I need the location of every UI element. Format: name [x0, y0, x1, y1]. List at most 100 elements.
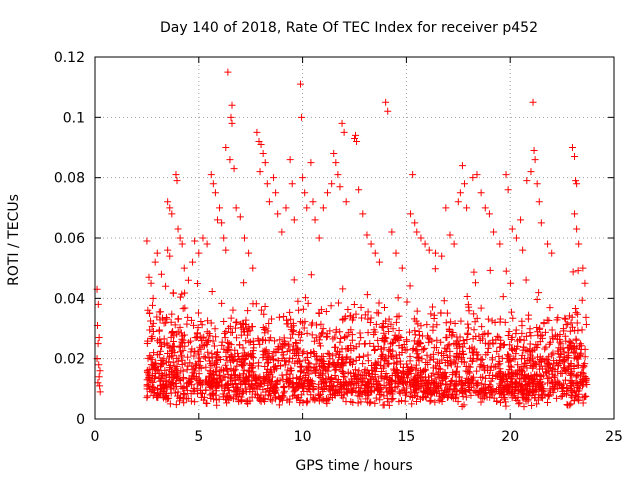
data-point: [221, 361, 229, 369]
data-point: [399, 367, 407, 375]
data-point: [478, 323, 486, 331]
data-point: [459, 343, 467, 351]
data-point: [481, 204, 489, 212]
data-point: [512, 234, 520, 242]
data-point: [575, 342, 583, 350]
data-point: [211, 342, 219, 350]
data-point: [337, 334, 345, 342]
data-point: [278, 355, 286, 363]
data-point: [379, 401, 387, 409]
data-point: [304, 366, 312, 374]
data-point: [523, 364, 531, 372]
data-point: [452, 359, 460, 367]
data-point: [441, 374, 449, 382]
data-point: [287, 334, 295, 342]
data-point: [567, 319, 575, 327]
data-point: [405, 378, 413, 386]
data-point: [556, 359, 564, 367]
data-point: [395, 312, 403, 320]
data-point: [572, 309, 580, 317]
data-point: [193, 280, 201, 288]
data-point: [209, 391, 217, 399]
data-point: [440, 351, 448, 359]
data-point: [555, 344, 563, 352]
data-point: [514, 393, 522, 401]
data-point: [183, 386, 191, 394]
data-point: [458, 403, 466, 411]
data-point: [504, 358, 512, 366]
data-point: [527, 371, 535, 379]
data-point: [153, 249, 161, 257]
data-point: [155, 308, 163, 316]
data-point: [259, 354, 267, 362]
data-point: [548, 351, 556, 359]
data-point: [323, 396, 331, 404]
data-point: [233, 334, 241, 342]
data-point: [156, 316, 164, 324]
data-point: [574, 371, 582, 379]
data-point: [328, 180, 336, 188]
data-point: [342, 398, 350, 406]
data-point: [329, 335, 337, 343]
data-point: [486, 366, 494, 374]
data-point: [309, 198, 317, 206]
data-point: [567, 382, 575, 390]
data-point: [457, 386, 465, 394]
data-point: [228, 381, 236, 389]
data-point: [339, 372, 347, 380]
data-point: [574, 267, 582, 275]
data-point: [504, 370, 512, 378]
data-point: [272, 349, 280, 357]
data-point: [560, 364, 568, 372]
data-point: [549, 335, 557, 343]
data-point: [477, 189, 485, 197]
data-point: [380, 382, 388, 390]
data-point: [255, 374, 263, 382]
data-point: [350, 344, 358, 352]
data-point: [563, 390, 571, 398]
data-point: [285, 358, 293, 366]
data-point: [352, 387, 360, 395]
data-point: [246, 368, 254, 376]
data-point: [561, 365, 569, 373]
data-point: [174, 357, 182, 365]
data-point: [419, 332, 427, 340]
data-point: [171, 363, 179, 371]
data-point: [96, 388, 104, 396]
data-point: [370, 363, 378, 371]
data-point: [469, 355, 477, 363]
data-point: [461, 180, 469, 188]
data-point: [175, 343, 183, 351]
data-point: [379, 324, 387, 332]
data-point: [537, 332, 545, 340]
data-point: [379, 350, 387, 358]
data-point: [250, 384, 258, 392]
data-point: [195, 309, 203, 317]
data-point: [212, 333, 220, 341]
data-point: [277, 362, 285, 370]
data-point: [448, 390, 456, 398]
data-point: [524, 397, 532, 405]
data-point: [386, 346, 394, 354]
data-point: [244, 307, 252, 315]
data-point: [316, 394, 324, 402]
data-point: [452, 378, 460, 386]
data-point: [319, 325, 327, 333]
data-point: [458, 162, 466, 170]
data-point: [242, 388, 250, 396]
data-point: [166, 252, 174, 260]
data-point: [529, 98, 537, 106]
data-point: [207, 319, 215, 327]
data-point: [262, 346, 270, 354]
data-point: [373, 381, 381, 389]
data-point: [402, 391, 410, 399]
data-point: [487, 389, 495, 397]
data-point: [406, 357, 414, 365]
data-point: [158, 357, 166, 365]
data-point: [537, 219, 545, 227]
data-point: [202, 363, 210, 371]
data-point: [307, 367, 315, 375]
data-point: [517, 374, 525, 382]
data-point: [375, 387, 383, 395]
data-point: [343, 353, 351, 361]
